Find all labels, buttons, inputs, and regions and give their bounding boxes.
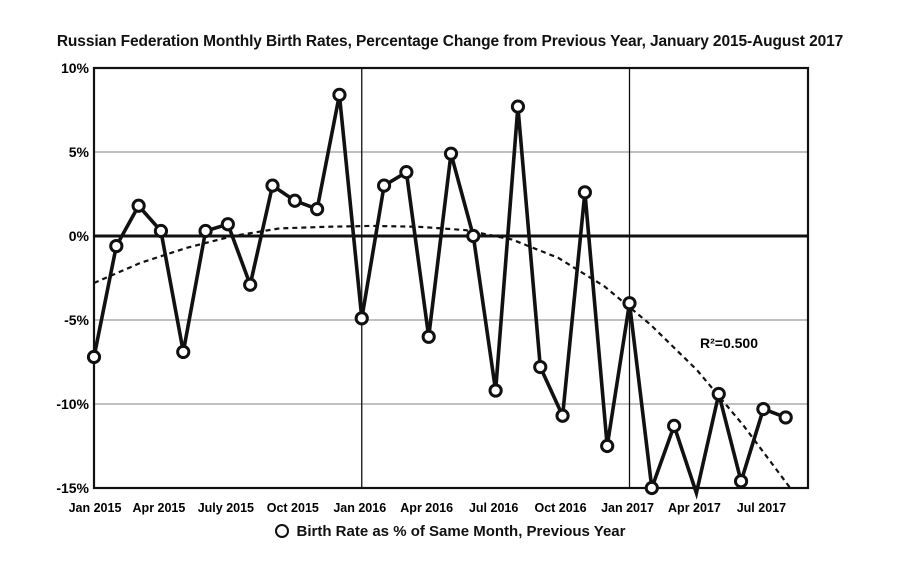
x-tick-label: Apr 2015 bbox=[133, 501, 186, 515]
data-point bbox=[667, 418, 682, 433]
chart-title: Russian Federation Monthly Birth Rates, … bbox=[56, 33, 844, 50]
series-birth-rate bbox=[86, 87, 793, 500]
data-point bbox=[243, 277, 258, 292]
data-point bbox=[176, 344, 191, 360]
x-tick-label: Jul 2017 bbox=[737, 501, 786, 515]
y-tick-label: 0% bbox=[69, 228, 90, 244]
legend-marker-icon bbox=[274, 524, 289, 538]
data-point bbox=[109, 238, 124, 254]
x-tick-label: Oct 2015 bbox=[267, 501, 319, 515]
data-point bbox=[220, 217, 235, 232]
data-point bbox=[733, 474, 749, 489]
data-point bbox=[131, 198, 146, 213]
r-squared-label: R²=0.500 bbox=[700, 335, 758, 351]
data-point bbox=[399, 165, 414, 180]
data-point bbox=[354, 311, 369, 326]
y-tick-label: 10% bbox=[61, 60, 90, 76]
y-tick-label: -15% bbox=[56, 480, 89, 496]
data-point bbox=[533, 359, 548, 375]
data-point bbox=[600, 438, 615, 454]
x-tick-label: Oct 2016 bbox=[535, 501, 587, 515]
data-point bbox=[711, 386, 726, 402]
data-point bbox=[756, 401, 771, 417]
data-point bbox=[265, 178, 280, 193]
x-tick-label: Jan 2016 bbox=[333, 501, 386, 515]
data-point bbox=[86, 349, 102, 365]
y-tick-label: 5% bbox=[69, 144, 90, 160]
plot-frame bbox=[92, 66, 810, 490]
data-point bbox=[287, 193, 302, 208]
data-point bbox=[332, 87, 347, 102]
data-point bbox=[778, 410, 793, 425]
x-tick-label: Jan 2017 bbox=[601, 501, 654, 515]
data-point bbox=[555, 408, 570, 423]
grid-lines bbox=[94, 68, 808, 488]
trendline-path bbox=[93, 224, 792, 489]
series-line bbox=[92, 94, 787, 500]
data-point bbox=[644, 480, 659, 496]
y-tick-label: -5% bbox=[64, 312, 89, 328]
y-tick-label: -10% bbox=[56, 396, 89, 412]
trendline bbox=[93, 224, 792, 489]
data-point bbox=[488, 383, 503, 398]
tick-labels: 10% 5% 0% -5% -10% -15% Jan 2015 Apr 2015 July 2… bbox=[56, 60, 786, 515]
axes bbox=[92, 66, 810, 490]
data-point bbox=[376, 178, 392, 193]
data-point bbox=[310, 202, 325, 217]
data-point bbox=[510, 99, 526, 114]
data-point bbox=[153, 223, 169, 239]
data-point bbox=[466, 228, 481, 244]
data-point bbox=[198, 223, 213, 239]
x-tick-label: July 2015 bbox=[198, 501, 254, 515]
x-tick-label: Apr 2016 bbox=[400, 501, 453, 515]
data-point bbox=[443, 146, 459, 161]
x-tick-label: Jul 2016 bbox=[469, 501, 518, 515]
legend-label: Birth Rate as % of Same Month, Previous … bbox=[296, 523, 626, 540]
data-point bbox=[421, 329, 436, 344]
legend: Birth Rate as % of Same Month, Previous … bbox=[0, 523, 900, 540]
x-tick-label: Jan 2015 bbox=[69, 501, 122, 515]
data-point bbox=[622, 296, 637, 311]
x-tick-label: Apr 2017 bbox=[668, 501, 721, 515]
data-point bbox=[577, 185, 592, 200]
